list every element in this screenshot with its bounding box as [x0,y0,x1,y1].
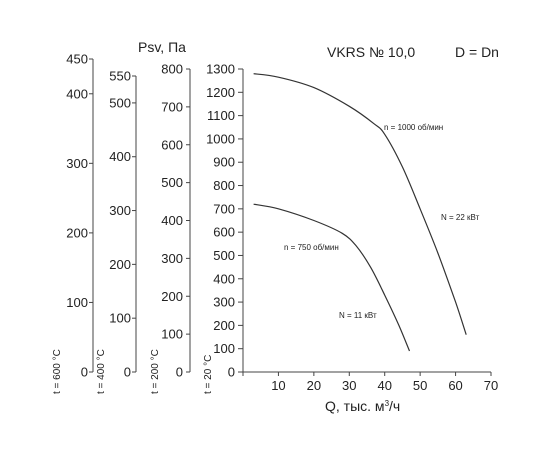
y-axis-20-tick-label: 200 [213,318,235,333]
y-axis-200-tick-label: 700 [161,99,183,114]
axes-layer: 0100200300400500600700800900100011001200… [66,52,498,394]
x-axis-title-main: Q, тыс. м [325,398,385,414]
y-axis-200-tick-label: 100 [161,327,183,342]
x-axis-tick-label: 30 [342,378,356,393]
y-axis-label-t600: t = 600 °C [52,349,63,394]
y-axis-20-tick-label: 1000 [206,131,235,146]
y-axis-400-tick-label: 300 [109,203,131,218]
chart-subtitle: D = Dn [455,44,499,60]
chart-title: VKRS № 10,0 [327,44,415,60]
curve-n750 [253,203,411,352]
y-axis-20-tick-label: 500 [213,248,235,263]
y-axis-200-tick-label: 500 [161,175,183,190]
y-axis-400-tick-label: 200 [109,257,131,272]
x-axis-tick-label: 40 [377,378,391,393]
y-axis-label-t20: t = 20 °C [203,355,214,394]
y-axis-200-tick-label: 800 [161,62,183,77]
curve-label-n1000: n = 1000 об/мин [384,123,443,132]
y-axis-400-tick-label: 400 [109,149,131,164]
x-axis-title-sup: 3 [385,399,390,408]
y-axis-600-tick-label: 300 [66,156,88,171]
y-axis-600-tick-label: 400 [66,86,88,101]
y-axis-600-tick-label: 0 [81,365,88,380]
y-axis-20-tick-label: 100 [213,341,235,356]
y-axis-400-tick-label: 500 [109,95,131,110]
y-axis-label-t200: t = 200 °C [150,349,161,394]
y-axis-600-tick-label: 200 [66,225,88,240]
curve-n1000 [253,73,467,335]
y-axis-200-tick-label: 600 [161,137,183,152]
y-axis-400-tick-label: 550 [109,69,131,84]
y-axis-20-tick-label: 700 [213,201,235,216]
y-axis-20-tick-label: 1300 [206,62,235,77]
y-axis-200-tick-label: 200 [161,289,183,304]
y-axis-400-tick-label: 0 [124,365,131,380]
y-axis-400-tick-label: 100 [109,311,131,326]
x-axis-tick-label: 10 [271,378,285,393]
y-axis-20-tick-label: 1200 [206,85,235,100]
x-axis-tick-label: 50 [413,378,427,393]
y-axis-200-tick-label: 300 [161,251,183,266]
y-axis-20-tick-label: 400 [213,271,235,286]
x-axis-tick-label: 70 [484,378,498,393]
curve-label-n750: n = 750 об/мин [284,243,339,252]
curve-label-n22: N = 22 кВт [441,213,480,222]
x-axis-title: Q, тыс. м3/ч [325,398,400,414]
y-axis-600-tick-label: 450 [66,52,88,67]
x-axis-tick-label: 20 [307,378,321,393]
y-axis-label-t400: t = 400 °C [96,349,107,394]
y-axis-20-tick-label: 800 [213,178,235,193]
x-axis-tick-label: 60 [448,378,462,393]
x-axis-title-unit: /ч [389,398,400,414]
y-axis-20-tick-label: 600 [213,225,235,240]
y-axis-200-tick-label: 400 [161,213,183,228]
y-axis-20-tick-label: 0 [228,365,235,380]
curves-layer [253,73,467,352]
y-axis-20-tick-label: 300 [213,295,235,310]
y-axis-20-tick-label: 900 [213,155,235,170]
y-axis-title: Psv, Па [138,39,186,55]
y-axis-600-tick-label: 100 [66,295,88,310]
y-axis-200-tick-label: 0 [176,365,183,380]
y-axis-20-tick-label: 1100 [207,108,235,123]
curve-label-n11: N = 11 кВт [339,311,377,320]
